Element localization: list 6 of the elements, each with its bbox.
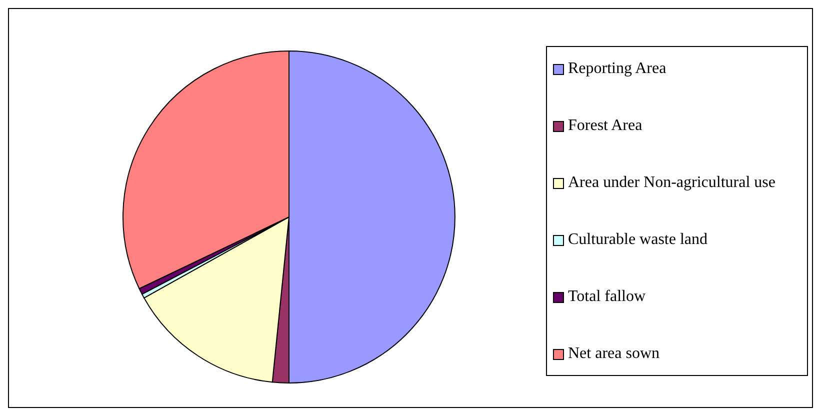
legend-label: Reporting Area: [568, 59, 666, 78]
legend-label: Net area sown: [568, 344, 660, 363]
legend-label: Forest Area: [568, 116, 642, 135]
legend-label: Area under Non-agricultural use: [568, 173, 776, 192]
legend-label: Culturable waste land: [568, 230, 708, 249]
legend-label: Total fallow: [568, 287, 646, 306]
